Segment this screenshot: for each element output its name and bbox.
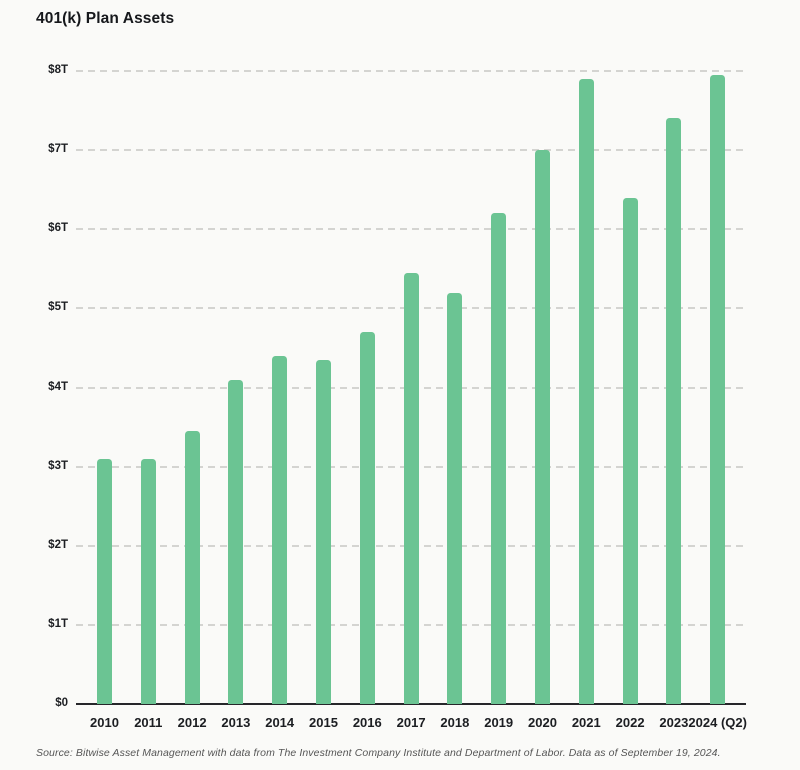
y-tick-label: $8T — [48, 64, 68, 76]
bar-2019 — [491, 213, 507, 704]
chart-title: 401(k) Plan Assets — [36, 10, 175, 27]
x-axis-label: 2010 — [90, 715, 119, 730]
x-axis-label: 2016 — [352, 715, 382, 730]
x-axis-label: 2019 — [484, 715, 514, 730]
x-axis-label: 2020 — [528, 715, 557, 730]
x-axis-label: 2021 — [571, 715, 601, 730]
x-axis-label: 2012 — [177, 715, 207, 730]
bar-2013 — [228, 379, 244, 704]
y-tick-label: $4T — [48, 380, 68, 393]
bar-2024-q2 — [710, 74, 726, 704]
bar-2016 — [359, 332, 375, 704]
source-note: Source: Bitwise Asset Management with da… — [36, 747, 721, 759]
gridline-6t — [76, 228, 746, 231]
bar-2012 — [184, 431, 200, 704]
x-axis-label: 2011 — [134, 715, 163, 730]
gridline-8t — [76, 70, 746, 72]
bar-2022 — [622, 197, 638, 704]
gridline-7t — [76, 149, 746, 152]
y-tick-label: $6T — [48, 222, 68, 235]
x-axis-label: 2014 — [265, 715, 295, 730]
x-axis-label: 2015 — [309, 715, 338, 730]
bar-2014 — [272, 355, 288, 704]
y-tick-label: $1T — [48, 617, 68, 630]
y-tick-label: $3T — [48, 459, 68, 472]
x-axis-baseline — [76, 703, 746, 705]
y-tick-label: $5T — [48, 301, 68, 314]
bar-2020 — [535, 150, 550, 704]
y-tick-label: $2T — [48, 538, 68, 551]
bar-2023 — [666, 118, 682, 704]
y-tick-label: $7T — [48, 143, 68, 156]
x-axis-label: 2024 (Q2) — [688, 715, 747, 730]
bar-2018 — [447, 292, 463, 704]
x-axis-label: 2013 — [221, 715, 251, 730]
bar-2015 — [316, 359, 331, 704]
bar-2011 — [140, 458, 156, 704]
bar-2021 — [578, 78, 594, 704]
bar-2010 — [97, 458, 112, 704]
x-axis-label: 2017 — [396, 715, 426, 730]
y-tick-label: $0 — [55, 697, 68, 709]
bar-2017 — [403, 272, 419, 704]
x-axis-label: 2018 — [440, 715, 470, 730]
x-axis-label: 2023 — [659, 715, 689, 730]
x-axis-label: 2022 — [615, 715, 645, 730]
